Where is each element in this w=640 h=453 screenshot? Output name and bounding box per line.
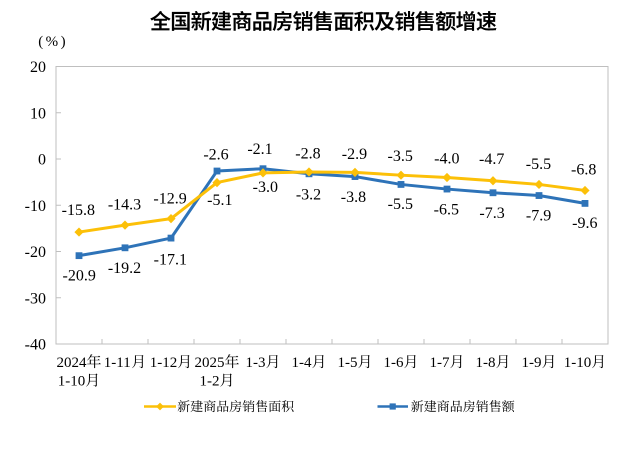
svg-text:-6.8: -6.8 bbox=[571, 161, 596, 178]
svg-text:2025: 2025 bbox=[195, 355, 225, 371]
svg-text:1-10: 1-10 bbox=[564, 355, 592, 371]
svg-text:20: 20 bbox=[30, 59, 46, 76]
svg-text:-17.1: -17.1 bbox=[154, 252, 187, 269]
svg-text:-20.9: -20.9 bbox=[63, 267, 96, 284]
svg-text:2024: 2024 bbox=[57, 355, 88, 371]
svg-text:(%): (%) bbox=[38, 34, 68, 50]
svg-text:-10: -10 bbox=[25, 198, 46, 215]
svg-text:10: 10 bbox=[30, 105, 46, 122]
svg-text:-15.8: -15.8 bbox=[62, 202, 95, 219]
svg-text:-2.9: -2.9 bbox=[342, 146, 367, 163]
svg-text:-20: -20 bbox=[25, 244, 46, 261]
svg-text:-5.1: -5.1 bbox=[207, 192, 232, 209]
svg-text:1-10: 1-10 bbox=[58, 374, 86, 390]
svg-text:-5.5: -5.5 bbox=[388, 196, 413, 213]
svg-text:1-4: 1-4 bbox=[292, 355, 312, 371]
svg-text:1-11: 1-11 bbox=[104, 355, 131, 371]
svg-text:-2.8: -2.8 bbox=[295, 146, 320, 163]
svg-text:-14.3: -14.3 bbox=[108, 197, 141, 214]
svg-text:-5.5: -5.5 bbox=[526, 156, 551, 173]
svg-text:-3.5: -3.5 bbox=[388, 148, 413, 165]
svg-text:-19.2: -19.2 bbox=[108, 260, 141, 277]
svg-text:1-6: 1-6 bbox=[384, 355, 404, 371]
svg-text:-3.0: -3.0 bbox=[253, 179, 278, 196]
svg-text:0: 0 bbox=[38, 152, 46, 169]
svg-text:1-9: 1-9 bbox=[522, 355, 542, 371]
svg-text:1-2: 1-2 bbox=[200, 374, 220, 390]
svg-text:-12.9: -12.9 bbox=[153, 191, 186, 208]
svg-text:-6.5: -6.5 bbox=[434, 202, 459, 219]
svg-text:-3.2: -3.2 bbox=[296, 186, 321, 203]
svg-text:-3.8: -3.8 bbox=[341, 189, 366, 206]
svg-text:-9.6: -9.6 bbox=[572, 215, 597, 232]
svg-text:1-3: 1-3 bbox=[246, 355, 266, 371]
svg-text:-4.0: -4.0 bbox=[434, 151, 459, 168]
svg-text:1-8: 1-8 bbox=[476, 355, 496, 371]
svg-text:1-12: 1-12 bbox=[150, 355, 178, 371]
svg-text:1-5: 1-5 bbox=[338, 355, 358, 371]
svg-text:-7.3: -7.3 bbox=[479, 205, 504, 222]
svg-text:-2.6: -2.6 bbox=[203, 146, 228, 163]
svg-text:-7.9: -7.9 bbox=[526, 207, 551, 224]
svg-text:-2.1: -2.1 bbox=[247, 141, 272, 158]
svg-text:-40: -40 bbox=[25, 337, 46, 354]
svg-text:1-7: 1-7 bbox=[430, 355, 450, 371]
svg-text:-4.7: -4.7 bbox=[479, 151, 504, 168]
svg-text:-30: -30 bbox=[25, 290, 46, 307]
